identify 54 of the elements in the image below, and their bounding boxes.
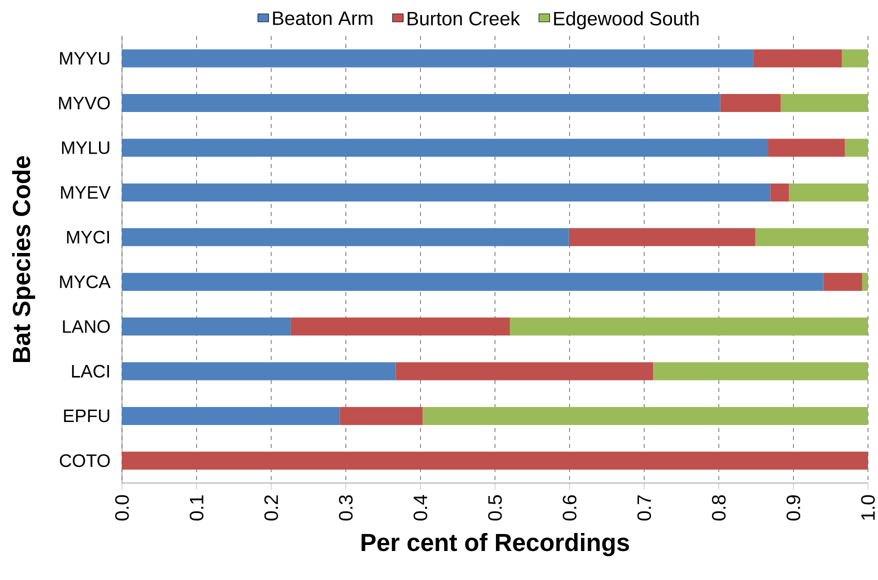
x-tick-label: 0.5 [488, 495, 502, 520]
legend-label: Beaton Arm [273, 12, 372, 26]
bar [510, 318, 868, 336]
y-tick-label: MYVO [59, 96, 110, 110]
bar [422, 406, 868, 425]
bar [122, 228, 569, 246]
legend-label: Edgewood South [554, 11, 699, 30]
x-axis-title: Per cent of Recordings [362, 533, 629, 556]
bar [396, 362, 654, 380]
x-tick-label: 1.0 [861, 495, 875, 520]
bar [122, 406, 340, 425]
bar [823, 272, 862, 291]
bar [862, 272, 868, 291]
bar [122, 362, 396, 380]
bar [568, 228, 756, 246]
y-tick-label: COTO [60, 454, 110, 468]
bar [122, 49, 754, 68]
x-tick-label: 0.3 [338, 495, 353, 520]
y-tick-label: LANO [63, 320, 110, 333]
y-tick-label: MYEV [61, 186, 111, 199]
bar [653, 362, 868, 380]
bar [122, 318, 291, 336]
x-tick-label: 0.1 [190, 495, 204, 520]
x-tick-label: 0.9 [786, 495, 800, 520]
bar [770, 183, 789, 202]
bar [720, 94, 781, 112]
x-tick-label: 0.2 [264, 495, 278, 520]
bar [122, 452, 868, 470]
bar [844, 138, 868, 157]
x-tick-label: 0.6 [562, 495, 576, 520]
x-tick-label: 0.4 [414, 494, 428, 520]
y-tick-label: MYLU [62, 141, 110, 154]
bar [780, 94, 868, 112]
y-axis-title: Bat Species Code [12, 156, 36, 362]
bar [290, 318, 510, 336]
y-tick-label: MYCA [60, 275, 111, 288]
bar [122, 138, 768, 157]
x-tick-label: 0.8 [712, 495, 726, 520]
x-tick-label: 0.7 [637, 495, 652, 520]
bar [122, 183, 770, 202]
bar [768, 138, 845, 157]
y-tick-label: EPFU [64, 410, 110, 422]
bar [122, 272, 824, 291]
x-tick-label: 0.0 [115, 495, 129, 520]
bar [788, 183, 868, 202]
bar [755, 228, 868, 246]
bar [842, 49, 868, 68]
legend-label: Burton Creek [408, 11, 520, 26]
y-tick-label: MYCI [67, 230, 109, 244]
bar [122, 94, 720, 112]
y-tick-label: MYYU [60, 52, 110, 65]
bar [753, 49, 842, 68]
y-tick-label: LACI [72, 364, 109, 378]
bar [340, 406, 423, 425]
